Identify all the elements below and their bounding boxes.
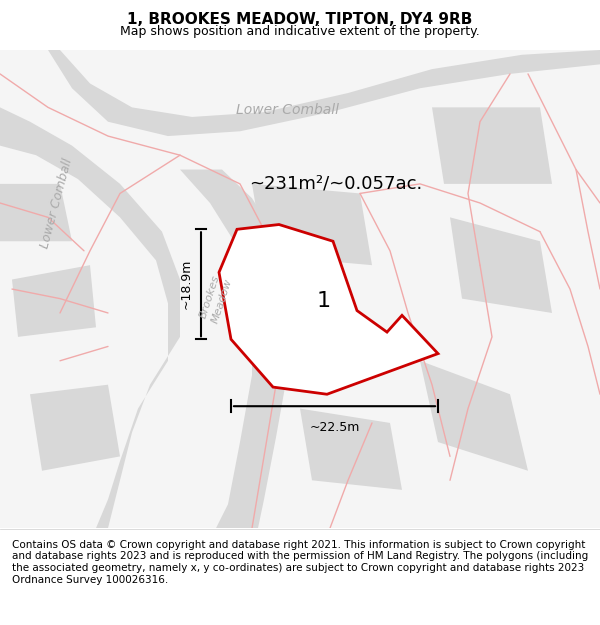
Text: Brookes
Meadow: Brookes Meadow [198, 273, 234, 324]
Polygon shape [0, 50, 600, 528]
Text: ~18.9m: ~18.9m [179, 259, 193, 309]
Text: Lower Comball: Lower Comball [236, 102, 340, 117]
Text: 1, BROOKES MEADOW, TIPTON, DY4 9RB: 1, BROOKES MEADOW, TIPTON, DY4 9RB [127, 12, 473, 28]
Text: ~231m²/~0.057ac.: ~231m²/~0.057ac. [250, 175, 422, 193]
Polygon shape [252, 184, 372, 265]
Text: 1: 1 [317, 291, 331, 311]
Polygon shape [300, 409, 402, 490]
Polygon shape [48, 50, 600, 136]
Polygon shape [450, 217, 552, 313]
Polygon shape [0, 184, 72, 241]
Text: Map shows position and indicative extent of the property.: Map shows position and indicative extent… [120, 24, 480, 38]
Polygon shape [219, 224, 438, 394]
Polygon shape [30, 384, 120, 471]
Text: Lower Comball: Lower Comball [39, 156, 75, 249]
Polygon shape [0, 107, 180, 528]
Polygon shape [432, 107, 552, 184]
Polygon shape [180, 169, 288, 528]
Text: ~22.5m: ~22.5m [310, 421, 359, 434]
Polygon shape [12, 265, 96, 337]
Polygon shape [420, 361, 528, 471]
Text: Contains OS data © Crown copyright and database right 2021. This information is : Contains OS data © Crown copyright and d… [12, 540, 588, 584]
